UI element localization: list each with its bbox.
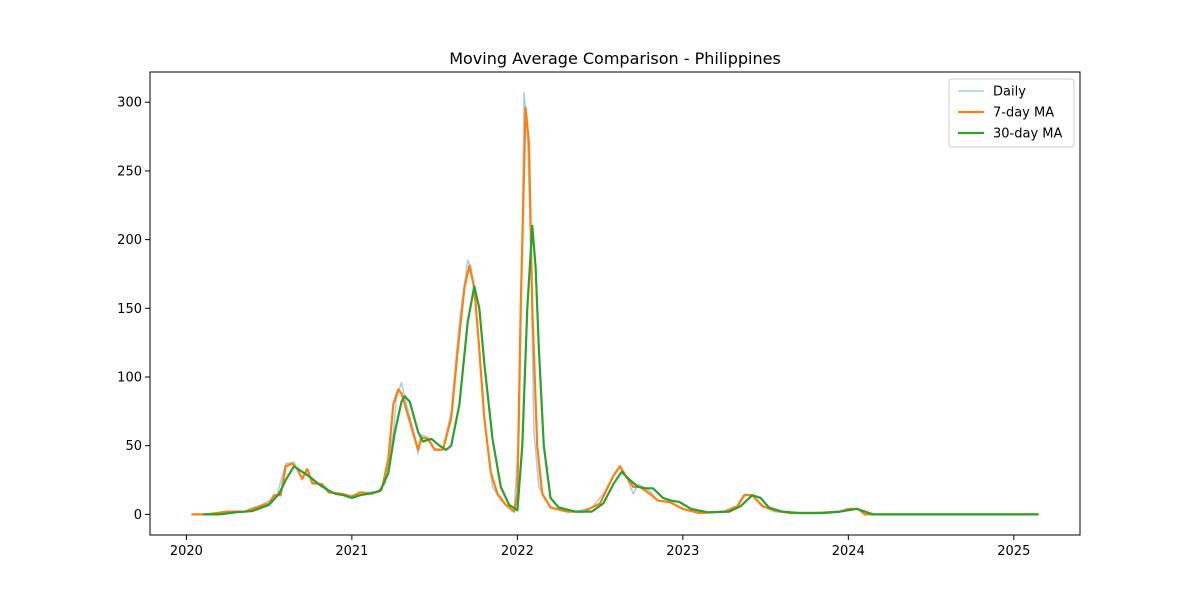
y-tick-label: 100 <box>117 371 142 386</box>
y-tick-label: 300 <box>117 96 142 111</box>
series-line-30-day-ma <box>203 224 1039 516</box>
legend: Daily 7-day MA 30-day MA <box>948 78 1075 148</box>
series-line-daily <box>191 91 1039 516</box>
x-axis: 2020 2021 2022 2023 2024 2025 <box>170 535 1030 559</box>
y-tick-label: 250 <box>117 164 142 179</box>
legend-box <box>948 78 1075 148</box>
x-tick-label: 2022 <box>501 544 534 559</box>
x-tick-label: 2025 <box>997 544 1030 559</box>
chart-title: Moving Average Comparison - Philippines <box>449 49 781 68</box>
legend-label: 30-day MA <box>993 127 1062 142</box>
y-axis: 0 50 100 150 200 250 300 <box>117 96 150 523</box>
legend-label: 7-day MA <box>993 106 1054 121</box>
y-tick-label: 50 <box>125 439 142 454</box>
x-tick-label: 2024 <box>832 544 865 559</box>
legend-label: Daily <box>993 85 1026 100</box>
x-tick-label: 2020 <box>170 544 203 559</box>
series-layer <box>191 91 1039 516</box>
x-tick-label: 2023 <box>666 544 699 559</box>
series-line-7-day-ma <box>191 106 1039 516</box>
x-tick-label: 2021 <box>335 544 368 559</box>
plot-frame <box>149 71 1081 536</box>
y-tick-label: 150 <box>117 302 142 317</box>
y-tick-label: 200 <box>117 233 142 248</box>
y-tick-label: 0 <box>134 508 142 523</box>
